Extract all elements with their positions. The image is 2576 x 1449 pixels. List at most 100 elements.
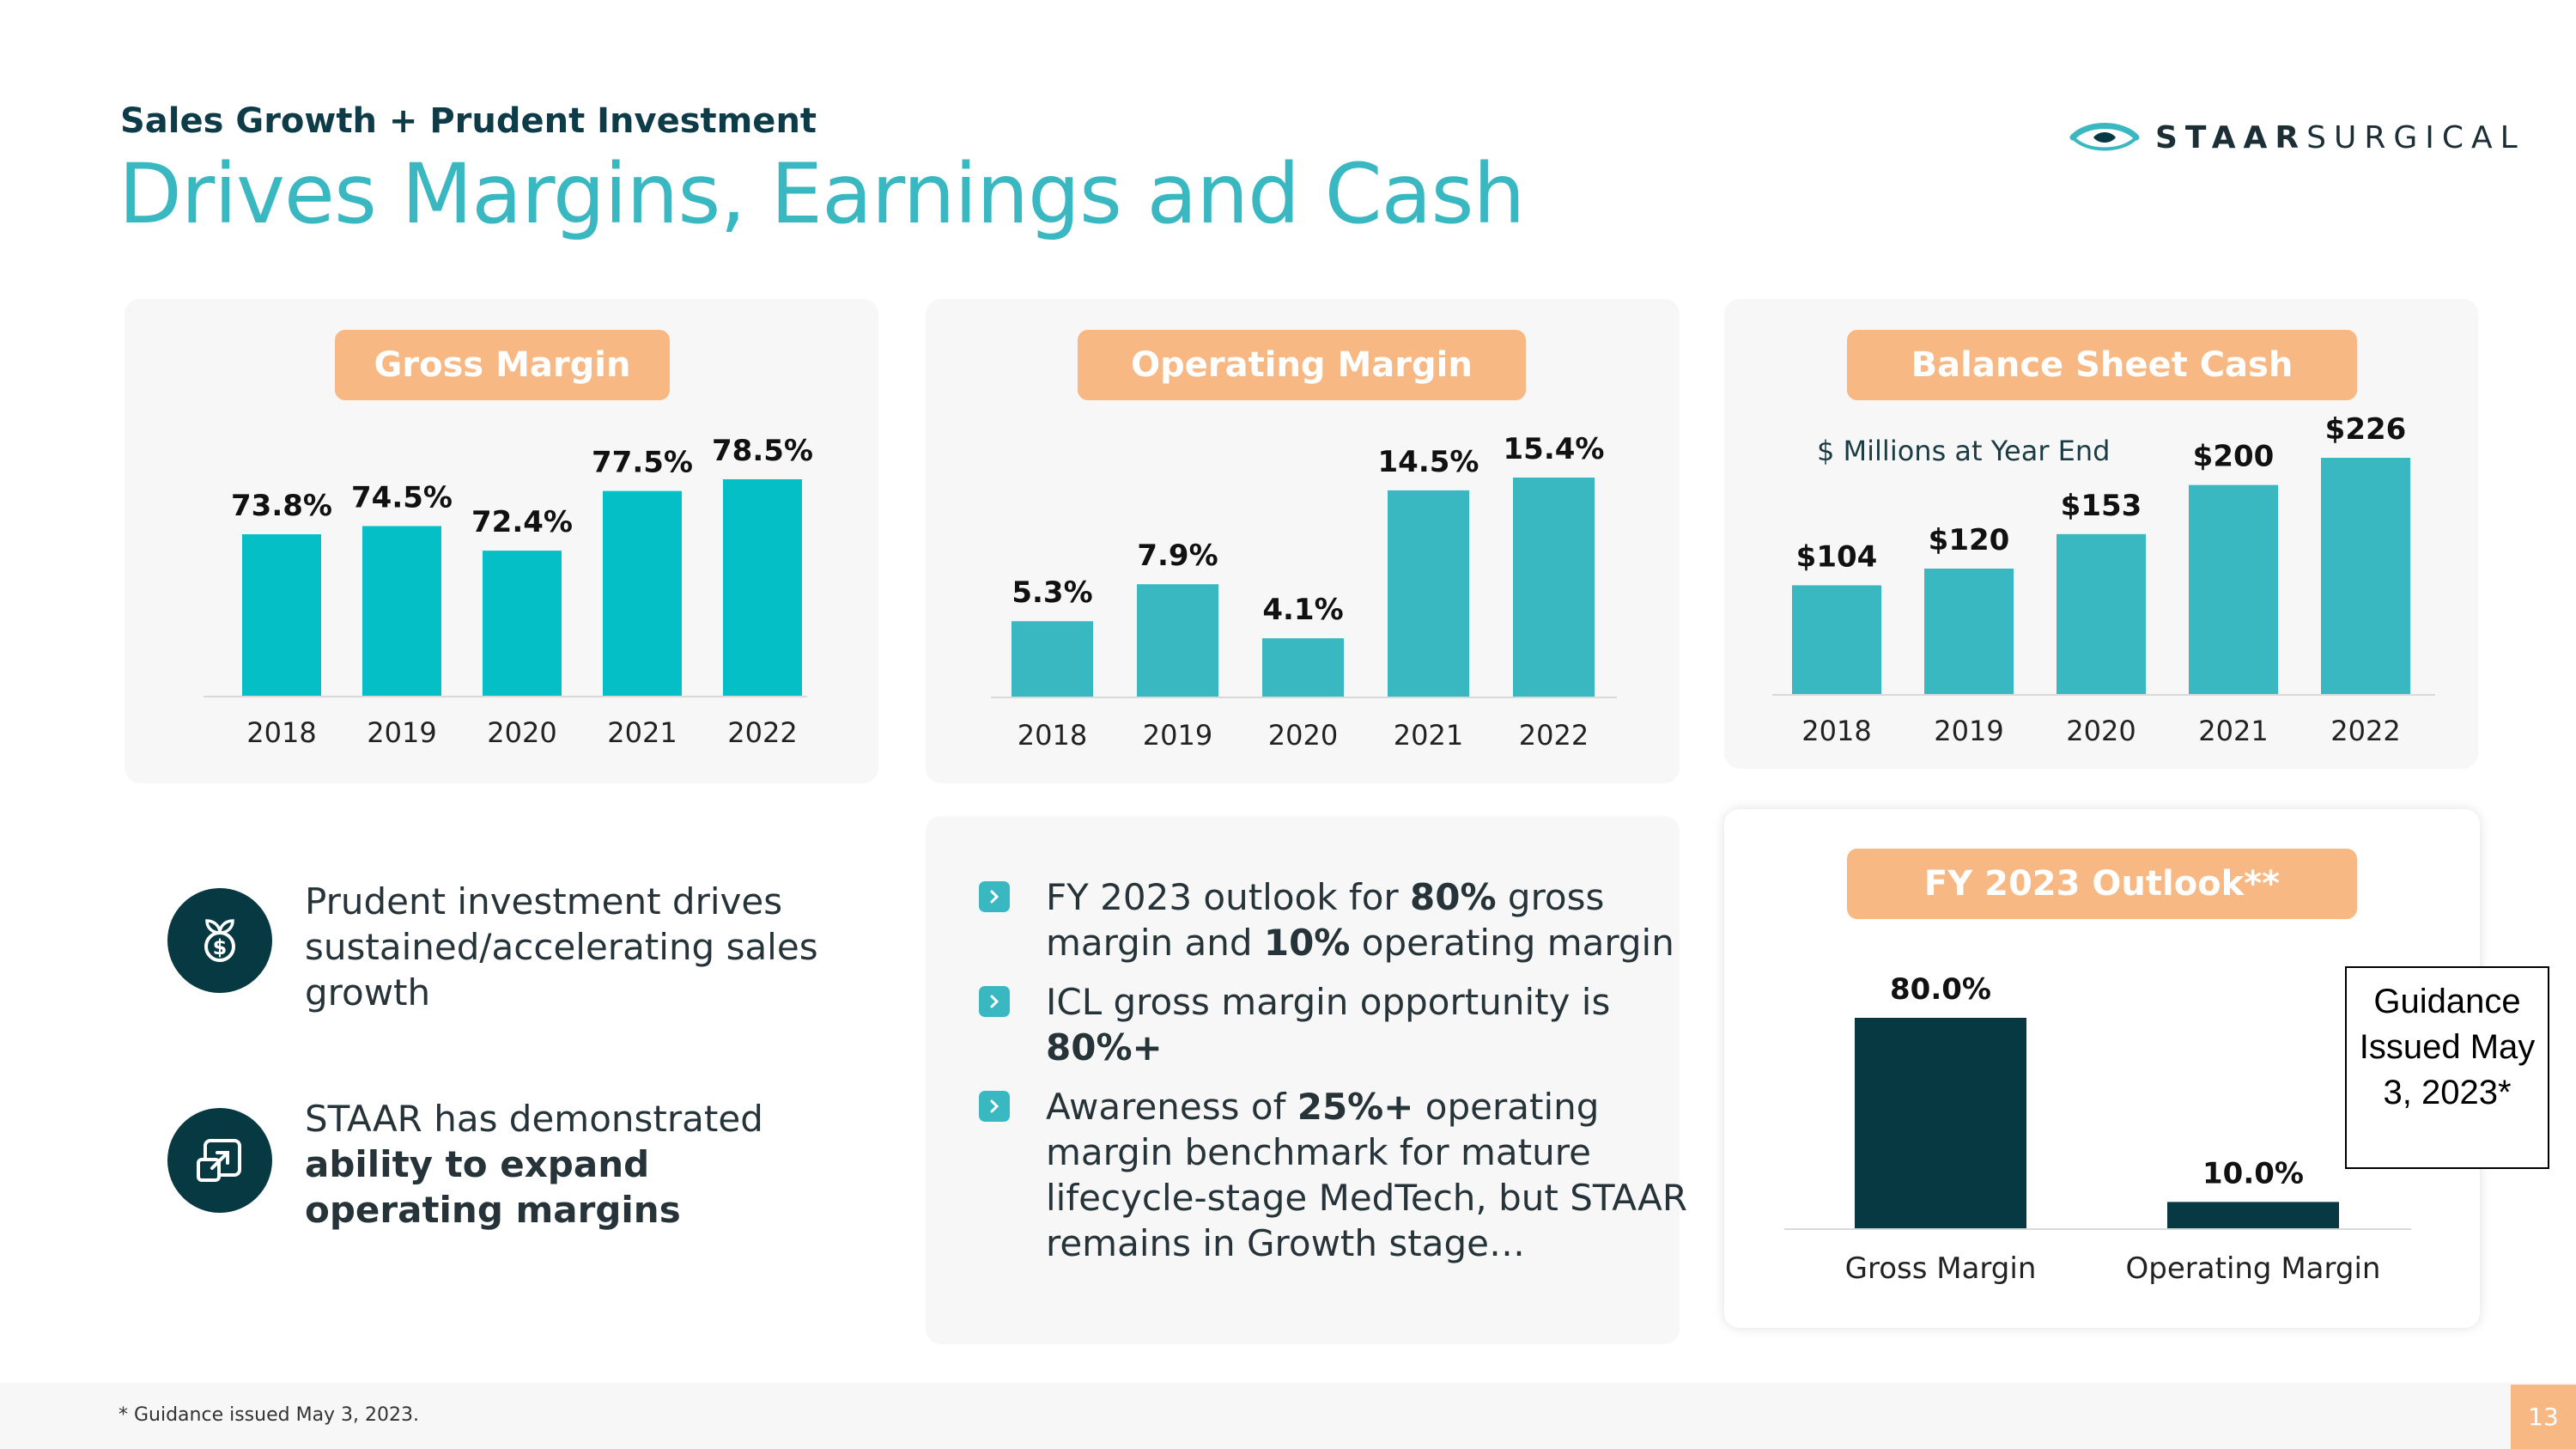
- bullet-text: Awareness of 25%+ operating margin bench…: [1046, 1084, 1692, 1266]
- footer-bar: [0, 1383, 2576, 1449]
- logo-bold: STAAR: [2155, 119, 2307, 155]
- bullet-text-part: Awareness of: [1046, 1086, 1297, 1128]
- bar-2022: [2321, 458, 2410, 694]
- cash-title: Balance Sheet Cash: [1847, 330, 2357, 400]
- bar-2021: [603, 490, 682, 696]
- operating-margin-panel: Operating Margin 5.3% 2018 7.9% 2019 4.1% 202…: [926, 299, 1680, 783]
- tick-label: 2022: [1519, 719, 1589, 752]
- bullet-item: ICL gross margin opportunity is 80%+: [979, 979, 1692, 1070]
- tick-label: 2018: [1801, 715, 1871, 747]
- bar-2021: [1388, 490, 1469, 697]
- gross-margin-title: Gross Margin: [335, 330, 670, 400]
- data-label: 74.5%: [351, 480, 453, 514]
- tick-label: 2018: [246, 716, 316, 749]
- data-label: $226: [2325, 412, 2407, 447]
- bullet-text-bold: 25%+: [1297, 1086, 1414, 1128]
- bullet-text-bold: 80%+: [1046, 1026, 1163, 1068]
- data-label: 73.8%: [231, 489, 332, 523]
- feature-text-margins: STAAR has demonstrated ability to expand…: [305, 1096, 837, 1233]
- page-title: Drives Margins, Earnings and Cash: [118, 146, 1525, 242]
- data-label: 5.3%: [1012, 575, 1092, 610]
- outlook-chart: 80.0% Gross Margin 10.0% Operating Margin: [1784, 972, 2411, 1286]
- eyebrow-heading: Sales Growth + Prudent Investment: [120, 101, 817, 141]
- data-label: 14.5%: [1378, 445, 1479, 479]
- tick-label: 2020: [487, 716, 556, 749]
- cash-chart: $104 2018 $120 2019 $153 2020 $200 2021 $226 2022: [1772, 412, 2435, 747]
- outlook-title: FY 2023 Outlook**: [1847, 849, 2357, 919]
- bullet-text-part: ICL gross margin opportunity is: [1046, 981, 1611, 1023]
- tick-label: 2019: [1934, 715, 2003, 747]
- expand-arrow-icon: [167, 1108, 272, 1213]
- outlook-bullets-panel: [926, 816, 1680, 1344]
- eye-logo-icon: [2069, 123, 2140, 151]
- cash-panel: Balance Sheet Cash $ Millions at Year En…: [1724, 299, 2478, 769]
- tick-label: 2020: [1268, 719, 1338, 752]
- bar-2021: [2189, 484, 2278, 694]
- bullet-text-part: operating margin benchmark for mature li…: [1046, 1086, 1688, 1264]
- tick-label: 2020: [2066, 715, 2136, 747]
- footnote: * Guidance issued May 3, 2023.: [118, 1404, 420, 1426]
- staar-logo: STAARSURGICAL: [2069, 112, 2525, 163]
- bar-gross-margin: [1855, 1018, 2026, 1228]
- feature-text-investment: Prudent investment drives sustained/acce…: [305, 880, 818, 1014]
- operating-margin-chart: 5.3% 2018 7.9% 2019 4.1% 2020 14.5% 2021 15.4% 20…: [991, 432, 1617, 752]
- bullet-text-part: gross margin and: [1046, 876, 1605, 964]
- logo-wordmark: STAARSURGICAL: [2155, 120, 2525, 155]
- bar-2019: [362, 526, 441, 696]
- bullet-list: FY 2023 outlook for 80% gross margin and…: [979, 874, 1692, 1280]
- tick-label: 2021: [607, 716, 677, 749]
- data-label: 77.5%: [592, 446, 693, 480]
- cash-subtitle: $ Millions at Year End: [1817, 435, 2111, 467]
- bar-2018: [1792, 585, 1881, 694]
- bullet-text: FY 2023 outlook for 80% gross margin and…: [1046, 874, 1692, 965]
- bar-2022: [1513, 478, 1595, 697]
- tick-label: 2018: [1018, 719, 1087, 752]
- data-label: $104: [1796, 539, 1878, 574]
- bar-2020: [2057, 533, 2146, 694]
- bar-operating-margin: [2167, 1202, 2339, 1228]
- data-label: 78.5%: [712, 434, 813, 468]
- plant-dollar-icon: $: [167, 888, 272, 993]
- bar-2022: [723, 479, 802, 696]
- bar-2018: [242, 534, 321, 696]
- bullet-text-bold: 10%: [1263, 922, 1351, 964]
- bullet-text-part: FY 2023 outlook for: [1046, 876, 1411, 918]
- tick-label: 2021: [1394, 719, 1463, 752]
- guidance-box: Guidance Issued May 3, 2023*: [2345, 966, 2549, 1169]
- bullet-text-bold: 80%: [1410, 876, 1497, 918]
- feature-text-plain: STAAR has demonstrated: [305, 1098, 763, 1140]
- gross-margin-panel: Gross Margin 73.8% 2018 74.5% 2019 72.4% 2020…: [125, 299, 878, 783]
- data-label: $120: [1929, 523, 2010, 557]
- tick-label: 2022: [727, 716, 797, 749]
- data-label: 10.0%: [2202, 1156, 2304, 1190]
- page-number: 13: [2511, 1385, 2576, 1449]
- tick-label: 2019: [1143, 719, 1212, 752]
- bullet-text-part: operating margin: [1350, 922, 1674, 964]
- operating-margin-title: Operating Margin: [1078, 330, 1526, 400]
- tick-label: Gross Margin: [1845, 1251, 2037, 1286]
- bullet-item: FY 2023 outlook for 80% gross margin and…: [979, 874, 1692, 965]
- data-label: 4.1%: [1262, 593, 1343, 627]
- tick-label: 2019: [367, 716, 436, 749]
- data-label: 72.4%: [471, 505, 573, 539]
- bar-2019: [1924, 568, 2014, 694]
- data-label: $200: [2193, 440, 2275, 474]
- chevron-right-icon: [979, 986, 1010, 1017]
- data-label: 80.0%: [1890, 972, 1991, 1007]
- logo-light: SURGICAL: [2306, 119, 2525, 155]
- tick-label: 2021: [2198, 715, 2268, 747]
- bullet-text: ICL gross margin opportunity is 80%+: [1046, 979, 1692, 1070]
- chevron-right-icon: [979, 1091, 1010, 1122]
- feature-text-bold: ability to expand operating margins: [305, 1143, 681, 1231]
- data-label: 15.4%: [1504, 432, 1605, 466]
- tick-label: 2022: [2330, 715, 2400, 747]
- data-label: $153: [2061, 489, 2142, 523]
- bullet-item: Awareness of 25%+ operating margin bench…: [979, 1084, 1692, 1266]
- gross-margin-chart: 73.8% 2018 74.5% 2019 72.4% 2020 77.5% 2021 78.5…: [204, 434, 813, 749]
- bar-2020: [483, 551, 562, 696]
- data-label: 7.9%: [1137, 539, 1218, 573]
- chevron-right-icon: [979, 881, 1010, 912]
- bar-2020: [1262, 638, 1344, 697]
- tick-label: Operating Margin: [2126, 1251, 2381, 1286]
- bar-2019: [1137, 584, 1218, 697]
